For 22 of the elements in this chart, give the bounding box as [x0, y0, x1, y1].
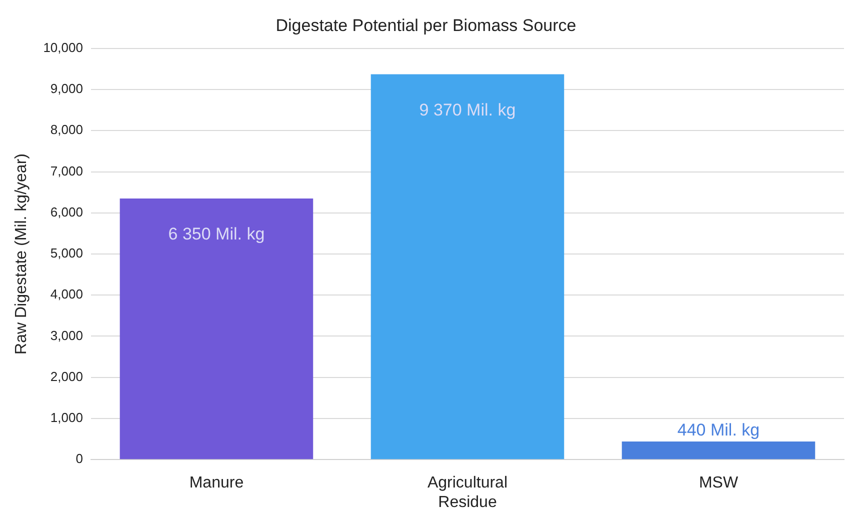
bar	[622, 442, 816, 460]
y-tick-label: 2,000	[50, 368, 83, 384]
y-tick-label: 1,000	[50, 410, 83, 426]
bar	[120, 198, 314, 460]
data-label: 440 Mil. kg	[677, 420, 760, 440]
y-tick-label: 4,000	[50, 286, 83, 302]
y-tick-label: 5,000	[50, 246, 83, 261]
bar	[370, 74, 564, 460]
y-tick-label: 6,000	[50, 204, 83, 220]
data-label: 6 350 Mil. kg	[168, 224, 265, 244]
y-tick-label: 0	[76, 451, 83, 466]
y-axis-title: Raw Digestate (Mil. kg/year)	[13, 154, 30, 354]
x-tick-label: MSW	[698, 474, 739, 492]
y-tick-label: 10,000	[43, 40, 83, 55]
x-tick-label: Agricultural Residue	[427, 474, 508, 511]
y-tick-label: 3,000	[50, 328, 83, 343]
chart-title: Digestate Potential per Biomass Source	[276, 16, 576, 35]
x-tick-label: Manure	[189, 474, 244, 492]
y-tick-label: 7,000	[50, 163, 83, 178]
y-tick-label: 8,000	[50, 122, 83, 138]
data-label: 9 370 Mil. kg	[419, 100, 516, 120]
y-tick-label: 9,000	[50, 81, 83, 96]
